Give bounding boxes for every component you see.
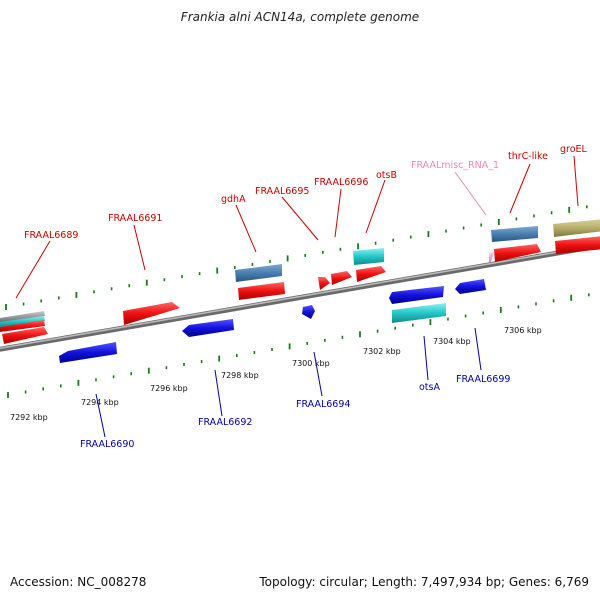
gene-label-gdha[interactable]: gdhA: [221, 194, 246, 205]
reverse-genes: [59, 279, 486, 363]
gene-fraal6689-cds-cyan[interactable]: [0, 316, 45, 327]
gene-label-groel[interactable]: groEL: [560, 144, 588, 155]
gene-label-thrc-like[interactable]: thrC-like: [508, 151, 548, 162]
gene-fraalmisc-rna-1[interactable]: [489, 252, 494, 262]
gene-gdha[interactable]: [238, 282, 285, 300]
genome-stats-text: Topology: circular; Length: 7,497,934 bp…: [259, 575, 589, 589]
gene-groel-cds[interactable]: [553, 219, 600, 237]
gene-label-fraalmisc-rna-1[interactable]: FRAALmisc_RNA_1: [411, 160, 499, 171]
map-title: Frankia alni ACN14a, complete genome: [180, 10, 420, 24]
gene-label-fraal6696[interactable]: FRAAL6696: [314, 177, 368, 188]
gene-label-fraal6692[interactable]: FRAAL6692: [198, 417, 252, 428]
scale-label: 7294 kbp: [81, 398, 119, 407]
gene-fraal6689[interactable]: [2, 327, 48, 344]
scale-labels: 7292 kbp 7294 kbp 7296 kbp 7298 kbp 7300…: [10, 326, 542, 422]
gene-otsb[interactable]: [356, 266, 386, 282]
gene-fraal6689-cds-gray[interactable]: [0, 311, 45, 323]
forward-tick-track: [5, 205, 588, 310]
scale-label: 7296 kbp: [150, 384, 188, 393]
gene-groel[interactable]: [555, 236, 600, 254]
reverse-gene-labels: FRAAL6690 FRAAL6692 FRAAL6694 otsA FRAAL…: [80, 374, 510, 450]
gene-fraal6696[interactable]: [331, 271, 352, 285]
gene-thrc-like[interactable]: [494, 244, 541, 262]
gene-fraal6691[interactable]: [123, 302, 180, 325]
gene-otsb-cds[interactable]: [353, 248, 384, 265]
gene-fraal6689-cds-red[interactable]: [0, 320, 45, 332]
scale-label: 7300 kbp: [292, 359, 330, 368]
gene-fraal6690[interactable]: [59, 342, 117, 363]
gene-fraal6692[interactable]: [182, 319, 234, 337]
misc-rna-leader-line: [454, 171, 487, 216]
gene-label-fraal6689[interactable]: FRAAL6689: [24, 230, 78, 241]
gene-fraal6694[interactable]: [302, 305, 315, 319]
gene-label-fraal6699[interactable]: FRAAL6699: [456, 374, 510, 385]
forward-genes: [0, 219, 600, 344]
forward-leader-lines: [15, 155, 579, 299]
reverse-tick-track: [7, 293, 590, 398]
gene-thrc-like-cds[interactable]: [491, 226, 538, 242]
gene-gdha-cds[interactable]: [235, 264, 282, 282]
reverse-leader-lines: [95, 327, 482, 438]
gene-fraal6695[interactable]: [318, 277, 330, 290]
accession-text: Accession: NC_008278: [10, 575, 147, 589]
gene-otsa-cds[interactable]: [392, 303, 446, 323]
genome-backbone: [0, 243, 600, 352]
scale-label: 7304 kbp: [433, 337, 471, 346]
forward-gene-labels: FRAAL6689 FRAAL6691 gdhA FRAAL6695 FRAAL…: [24, 144, 588, 241]
gene-label-otsa[interactable]: otsA: [419, 382, 440, 393]
scale-label: 7298 kbp: [221, 371, 259, 380]
gene-label-fraal6694[interactable]: FRAAL6694: [296, 399, 350, 410]
gene-fraal6699[interactable]: [455, 279, 486, 294]
scale-label: 7302 kbp: [363, 347, 401, 356]
gene-label-fraal6695[interactable]: FRAAL6695: [255, 186, 309, 197]
gene-label-otsb[interactable]: otsB: [376, 170, 397, 181]
gene-otsa[interactable]: [389, 286, 444, 304]
scale-label: 7292 kbp: [10, 413, 48, 422]
scale-label: 7306 kbp: [504, 326, 542, 335]
gene-label-fraal6690[interactable]: FRAAL6690: [80, 439, 134, 450]
gene-label-fraal6691[interactable]: FRAAL6691: [108, 213, 162, 224]
